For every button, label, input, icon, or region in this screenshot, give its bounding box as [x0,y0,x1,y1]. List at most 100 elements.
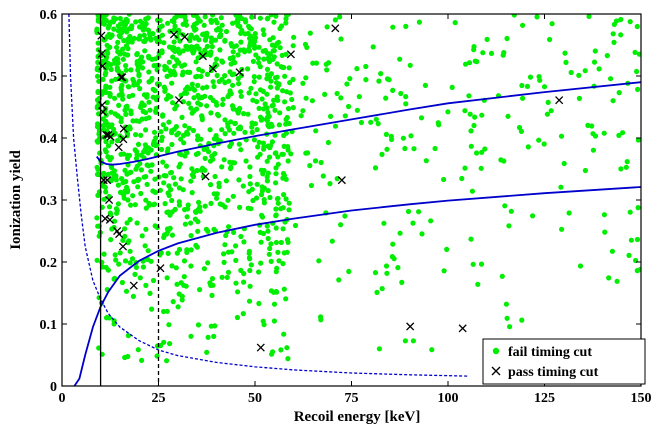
y-axis-label: Ionization yield [8,150,24,250]
fail-point [375,121,381,127]
fail-point [118,119,124,125]
fail-point [267,37,273,43]
fail-point [255,144,261,150]
fail-point [248,85,254,91]
fail-point [171,19,177,25]
fail-point [226,127,232,133]
fail-point [127,216,133,223]
fail-points-series [94,14,641,364]
fail-point [254,181,260,187]
fail-point [566,210,572,216]
fail-point [582,167,589,174]
fail-point [468,143,474,149]
fail-point [199,113,205,119]
fail-point [117,189,124,195]
fail-point [484,36,490,43]
fail-point [237,124,243,130]
fail-point [609,248,616,254]
fail-point [102,147,108,153]
fail-point [508,208,514,214]
pass-point [106,132,115,141]
fail-point [280,261,286,267]
fail-point [174,57,180,63]
fail-point [142,48,148,54]
fail-point [216,180,222,186]
fail-point [279,23,285,29]
fail-point [143,282,149,288]
fail-point [222,38,228,44]
fail-point [195,82,201,88]
fail-point [102,184,108,190]
fail-point [592,48,598,54]
fail-point [402,145,408,152]
fail-point [247,283,253,289]
fail-point [216,25,222,32]
pass-point [235,68,244,77]
fail-point [463,61,469,67]
fail-point [222,80,228,86]
fail-point [386,77,392,83]
fail-point [271,97,277,103]
fail-point [130,118,136,124]
fail-point [195,137,201,143]
fail-point [199,94,205,101]
fail-point [152,88,158,94]
fail-point [111,15,117,21]
fail-point [183,283,189,289]
fail-point [256,44,262,50]
fail-point [117,250,123,256]
fail-point [158,342,164,349]
fail-point [445,109,451,115]
fail-point [168,170,174,176]
fail-point [115,39,121,46]
fail-point [124,220,130,226]
fail-point [310,60,316,66]
fail-point [318,314,324,320]
fail-point [123,288,130,294]
fail-point [141,149,147,155]
fail-point [183,131,189,137]
fail-point [120,56,126,62]
fail-point [106,22,112,28]
fail-point [113,257,119,263]
fail-point [467,111,473,117]
fail-point [258,239,264,245]
fail-point [175,46,181,52]
fail-point [204,349,210,355]
fail-point [106,124,112,130]
fail-point [158,250,164,256]
fail-point [95,192,101,198]
fail-point [101,251,107,257]
fail-point [271,301,278,307]
fail-point [123,28,130,34]
fail-point [167,68,173,74]
fail-point [95,88,101,95]
fail-point [258,192,265,198]
fail-point [606,275,612,281]
fail-point [241,271,247,277]
fail-point [103,65,109,71]
fail-point [363,63,369,70]
pass-point [118,242,128,251]
fail-point [518,128,525,134]
fail-point [176,202,182,208]
fail-point [228,41,234,47]
fail-point [214,111,221,117]
fail-point [252,30,258,37]
fail-point [261,144,267,150]
fail-point [242,129,248,135]
fail-point [278,347,284,353]
fail-point [230,82,236,88]
fail-point [164,358,170,364]
fail-point [152,176,158,182]
fail-point [202,14,208,20]
fail-point [207,94,214,101]
fail-point [108,155,114,161]
fail-point [101,196,107,202]
fail-point [218,31,224,38]
fail-point [601,130,607,136]
fail-point [276,258,282,264]
pass-point [555,96,564,105]
fail-point [635,137,641,143]
fail-point [260,27,266,33]
